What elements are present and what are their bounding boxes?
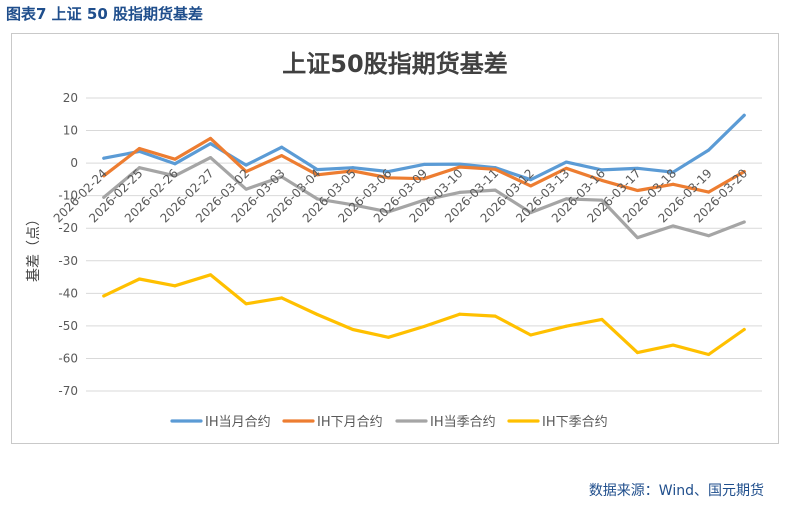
y-tick-label: -10 — [58, 189, 78, 203]
data-point — [137, 166, 141, 170]
data-point — [529, 184, 533, 188]
data-point — [422, 177, 426, 181]
data-point — [244, 302, 248, 306]
series-line-3 — [102, 273, 746, 357]
data-point — [351, 203, 355, 207]
y-axis-ticks: 20 10 0 -10 -20 -30 -40 -50 -60 -70 — [58, 91, 78, 398]
data-point — [173, 162, 177, 166]
y-tick-label: -40 — [58, 286, 78, 300]
chart-title: 上证50股指期货基差 — [282, 50, 508, 78]
data-point — [280, 145, 284, 149]
y-tick-label: -60 — [58, 351, 78, 365]
y-tick-label: 10 — [63, 124, 78, 138]
data-point — [386, 335, 390, 339]
data-point — [280, 296, 284, 300]
data-point — [671, 170, 675, 174]
data-point — [707, 234, 711, 238]
y-tick-label: -20 — [58, 221, 78, 235]
data-point — [209, 156, 213, 160]
data-point — [671, 343, 675, 347]
data-point — [742, 170, 746, 174]
data-point — [742, 113, 746, 117]
y-tick-label: 0 — [70, 156, 78, 170]
data-point — [351, 166, 355, 170]
data-point — [458, 190, 462, 194]
data-point — [600, 198, 604, 202]
y-tick-label: 20 — [63, 91, 78, 105]
data-point — [635, 188, 639, 192]
source-note: 数据来源：Wind、国元期货 — [588, 483, 764, 499]
data-point — [280, 175, 284, 179]
data-point — [742, 220, 746, 224]
data-point — [209, 142, 213, 146]
data-point — [529, 333, 533, 337]
data-point — [102, 156, 106, 160]
legend-label: IH下月合约 — [317, 415, 383, 430]
y-axis-label: 基差（点） — [25, 212, 42, 282]
data-point — [244, 170, 248, 174]
data-point — [564, 324, 568, 328]
data-point — [351, 327, 355, 331]
data-point — [102, 195, 106, 199]
data-point — [386, 176, 390, 180]
data-point — [209, 136, 213, 140]
data-point — [600, 168, 604, 172]
data-point — [422, 325, 426, 329]
data-point — [315, 312, 319, 316]
data-point — [458, 162, 462, 166]
data-point — [635, 166, 639, 170]
data-point — [529, 211, 533, 215]
data-point — [422, 198, 426, 202]
data-point — [137, 277, 141, 281]
data-point — [315, 168, 319, 172]
data-point — [315, 173, 319, 177]
data-point — [493, 167, 497, 171]
data-point — [458, 312, 462, 316]
data-point — [493, 314, 497, 318]
data-point — [707, 190, 711, 194]
data-point — [173, 284, 177, 288]
data-point — [635, 351, 639, 355]
data-point — [102, 294, 106, 298]
data-point — [564, 166, 568, 170]
data-point — [315, 197, 319, 201]
y-tick-label: -70 — [58, 384, 78, 398]
data-point — [600, 178, 604, 182]
data-point — [209, 273, 213, 277]
data-point — [137, 146, 141, 150]
data-point — [351, 169, 355, 173]
legend: IH当月合约 IH下月合约 IH当季合约 IH下季合约 — [170, 415, 608, 430]
data-point — [280, 154, 284, 158]
data-point — [102, 174, 106, 178]
data-point — [173, 157, 177, 161]
data-point — [671, 224, 675, 228]
data-point — [173, 174, 177, 178]
data-point — [564, 197, 568, 201]
data-point — [635, 236, 639, 240]
data-point — [244, 163, 248, 167]
data-point — [458, 165, 462, 169]
data-point — [707, 353, 711, 357]
data-point — [600, 317, 604, 321]
series-layer — [102, 113, 746, 357]
data-point — [422, 162, 426, 166]
data-point — [564, 160, 568, 164]
data-point — [707, 148, 711, 152]
data-point — [244, 187, 248, 191]
y-tick-label: -30 — [58, 254, 78, 268]
data-point — [493, 188, 497, 192]
data-point — [742, 327, 746, 331]
data-point — [386, 210, 390, 214]
data-point — [671, 182, 675, 186]
figure-caption: 图表7 上证 50 股指期货基差 — [6, 5, 203, 23]
legend-label: IH下季合约 — [542, 415, 608, 430]
data-point — [386, 170, 390, 174]
chart-frame: 上证50股指期货基差 — [11, 33, 779, 444]
legend-label: IH当季合约 — [430, 415, 496, 430]
legend-label: IH当月合约 — [205, 415, 271, 430]
y-tick-label: -50 — [58, 319, 78, 333]
data-point — [529, 178, 533, 182]
x-axis-ticks: 2026-02-242026-02-252026-02-262026-02-27… — [51, 166, 751, 225]
